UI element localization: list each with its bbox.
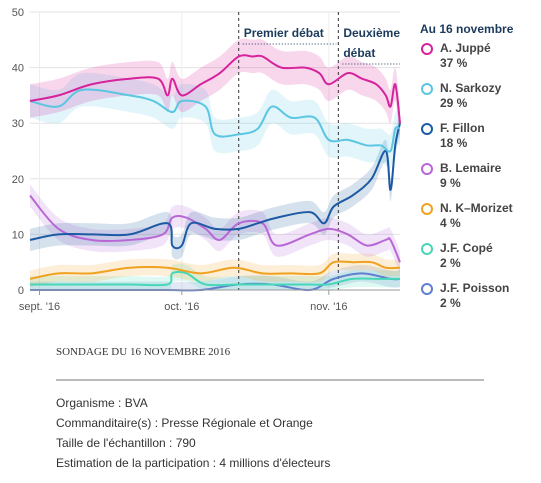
legend: Au 16 novembre A. Juppé 37 % N. Sarkozy 29 … — [420, 22, 538, 321]
info-organism: Organisme : BVA — [56, 396, 148, 410]
legend-item[interactable]: J.F. Copé 2 % — [420, 241, 538, 281]
x-tick-label: oct. '16 — [164, 301, 199, 313]
line-A. Juppé — [29, 54, 401, 124]
poll-info: SONDAGE DU 16 NOVEMBRE 2016 Organisme : … — [56, 346, 496, 473]
band-F. Fillon — [30, 112, 400, 260]
legend-value: 2 % — [440, 296, 461, 310]
band-A. Juppé — [30, 38, 400, 140]
legend-value: 9 % — [440, 176, 461, 190]
legend-item[interactable]: N. Sarkozy 29 % — [420, 81, 538, 121]
legend-item[interactable]: A. Juppé 37 % — [420, 41, 538, 81]
legend-item[interactable]: N. K–Morizet 4 % — [420, 201, 538, 241]
y-tick-label: 20 — [12, 174, 24, 186]
y-tick-label: 50 — [12, 7, 24, 19]
x-tick-label: sept. '16 — [19, 301, 60, 313]
info-sample-size: Taille de l'échantillon : 790 — [56, 436, 196, 450]
line-F. Fillon — [29, 122, 401, 250]
divider — [56, 379, 484, 381]
legend-item[interactable]: J.F. Poisson 2 % — [420, 281, 538, 321]
legend-name: J.F. Copé — [440, 241, 493, 255]
legend-name: N. Sarkozy — [440, 81, 502, 95]
legend-name: N. K–Morizet — [440, 201, 513, 215]
line-J.F. Copé — [29, 270, 400, 287]
band-N. Sarkozy — [30, 72, 400, 169]
poll-heading: SONDAGE DU 16 NOVEMBRE 2016 — [56, 346, 231, 358]
legend-value: 2 % — [440, 256, 461, 270]
legend-item[interactable]: F. Fillon 18 % — [420, 121, 538, 161]
y-tick-label: 40 — [12, 63, 24, 75]
legend-marker-icon — [421, 163, 433, 175]
line-N. K–Morizet — [29, 260, 401, 280]
legend-name: B. Lemaire — [440, 161, 502, 175]
legend-marker-icon — [421, 123, 433, 135]
legend-items: A. Juppé 37 % N. Sarkozy 29 % F. Fillon 18 % B… — [420, 41, 538, 321]
debate-label: Premier débat — [244, 26, 324, 40]
debate-markers: Premier débat Deuxième débat — [238, 12, 400, 290]
debate-label: débat — [343, 46, 375, 60]
legend-name: F. Fillon — [440, 121, 485, 135]
line-B. Lemaire — [29, 194, 401, 263]
legend-value: 4 % — [440, 216, 461, 230]
legend-marker-icon — [421, 243, 433, 255]
poll-chart: Premier débat Deuxième débat 0 10 20 30 40 50 se… — [12, 7, 401, 313]
debate-label: Deuxième — [343, 26, 400, 40]
legend-value: 37 % — [440, 56, 468, 70]
legend-marker-icon — [421, 83, 433, 95]
legend-name: J.F. Poisson — [440, 281, 510, 295]
axes: 0 10 20 30 40 50 sept. '16 oct. '16 nov. '16 — [12, 7, 400, 313]
legend-title: Au 16 novembre — [420, 22, 514, 36]
legend-name: A. Juppé — [440, 41, 491, 55]
x-tick-label: nov. '16 — [310, 301, 347, 313]
legend-marker-icon — [421, 43, 433, 55]
info-turnout: Estimation de la participation : 4 milli… — [56, 456, 331, 470]
y-tick-label: 10 — [12, 229, 24, 241]
legend-value: 29 % — [440, 96, 468, 110]
series-lines — [29, 54, 401, 292]
y-tick-label: 0 — [18, 285, 24, 297]
legend-marker-icon — [421, 283, 433, 295]
y-tick-label: 30 — [12, 118, 24, 130]
legend-value: 18 % — [440, 136, 468, 150]
info-sponsor: Commanditaire(s) : Presse Régionale et O… — [56, 416, 313, 430]
line-N. Sarkozy — [29, 88, 401, 153]
legend-marker-icon — [421, 203, 433, 215]
band-N. K–Morizet — [30, 253, 400, 288]
legend-item[interactable]: B. Lemaire 9 % — [420, 161, 538, 201]
